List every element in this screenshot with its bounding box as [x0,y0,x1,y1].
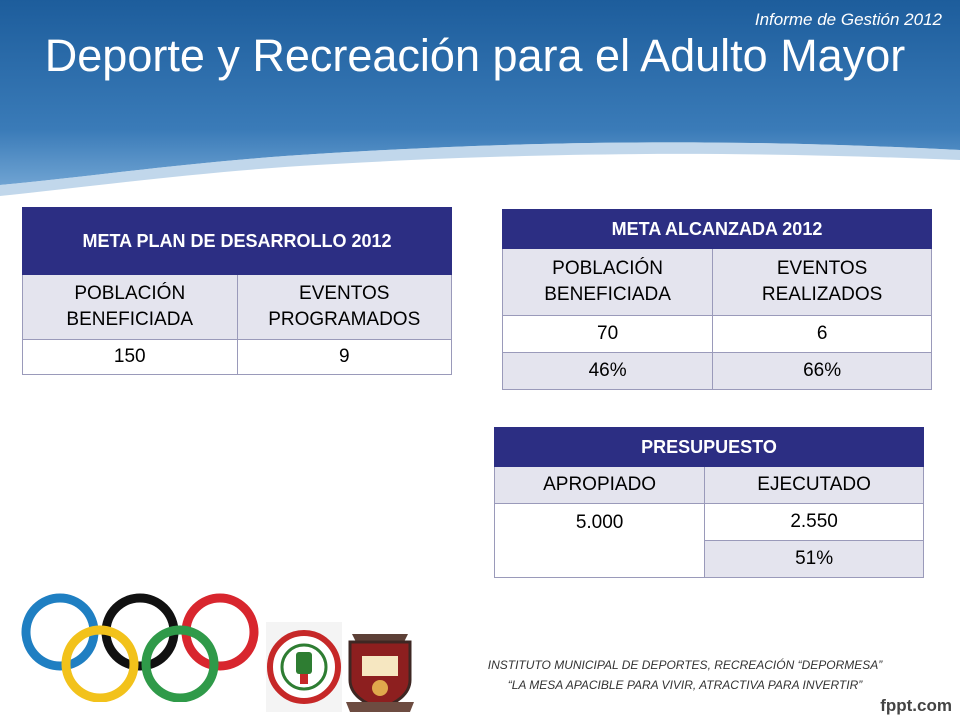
presupuesto-value-ejecutado: 2.550 [704,503,924,541]
presupuesto-value-porcentaje: 51% [704,540,924,578]
meta-alcanzada-value-poblacion: 70 [501,315,714,353]
meta-alcanzada-pct-eventos: 66% [712,352,932,390]
deportes-seal-logo [266,622,342,712]
meta-alcanzada-table: META ALCANZADA 2012 POBLACIÓN BENEFICIAD… [501,209,932,390]
meta-alcanzada-col-eventos: EVENTOS REALIZADOS [712,248,932,316]
header-banner: Informe de Gestión 2012 Deporte y Recrea… [0,0,960,200]
meta-plan-header: META PLAN DE DESARROLLO 2012 [22,207,452,275]
presupuesto-header: PRESUPUESTO [494,427,924,467]
olympic-rings-icon [21,593,259,702]
presupuesto-col-ejecutado: EJECUTADO [704,466,924,504]
meta-plan-value-poblacion: 150 [22,339,238,375]
municipal-seal-logo [346,634,414,712]
meta-plan-col-poblacion: POBLACIÓN BENEFICIADA [22,274,238,340]
report-label: Informe de Gestión 2012 [754,10,942,29]
page-title: Deporte y Recreación para el Adulto Mayo… [44,30,906,81]
meta-alcanzada-col-poblacion: POBLACIÓN BENEFICIADA [501,248,714,316]
presupuesto-table: PRESUPUESTO APROPIADO EJECUTADO 5.000 2.… [493,427,924,578]
footer-line-slogan: “LA MESA APACIBLE PARA VIVIR, ATRACTIVA … [507,678,863,692]
fppt-credit: fppt.com [880,696,952,715]
header-wave [0,0,960,196]
meta-alcanzada-value-eventos: 6 [712,315,932,353]
meta-plan-value-eventos: 9 [236,339,452,375]
meta-alcanzada-header: META ALCANZADA 2012 [502,209,932,249]
presupuesto-value-apropiado: 5.000 [493,503,706,578]
meta-plan-table: META PLAN DE DESARROLLO 2012 POBLACIÓN B… [22,207,452,375]
footer-text: INSTITUTO MUNICIPAL DE DEPORTES, RECREAC… [410,655,960,695]
meta-plan-col-eventos: EVENTOS PROGRAMADOS [236,274,452,340]
meta-alcanzada-pct-poblacion: 46% [501,352,714,390]
presupuesto-col-apropiado: APROPIADO [493,466,706,504]
footer-line-institute: INSTITUTO MUNICIPAL DE DEPORTES, RECREAC… [487,658,883,672]
